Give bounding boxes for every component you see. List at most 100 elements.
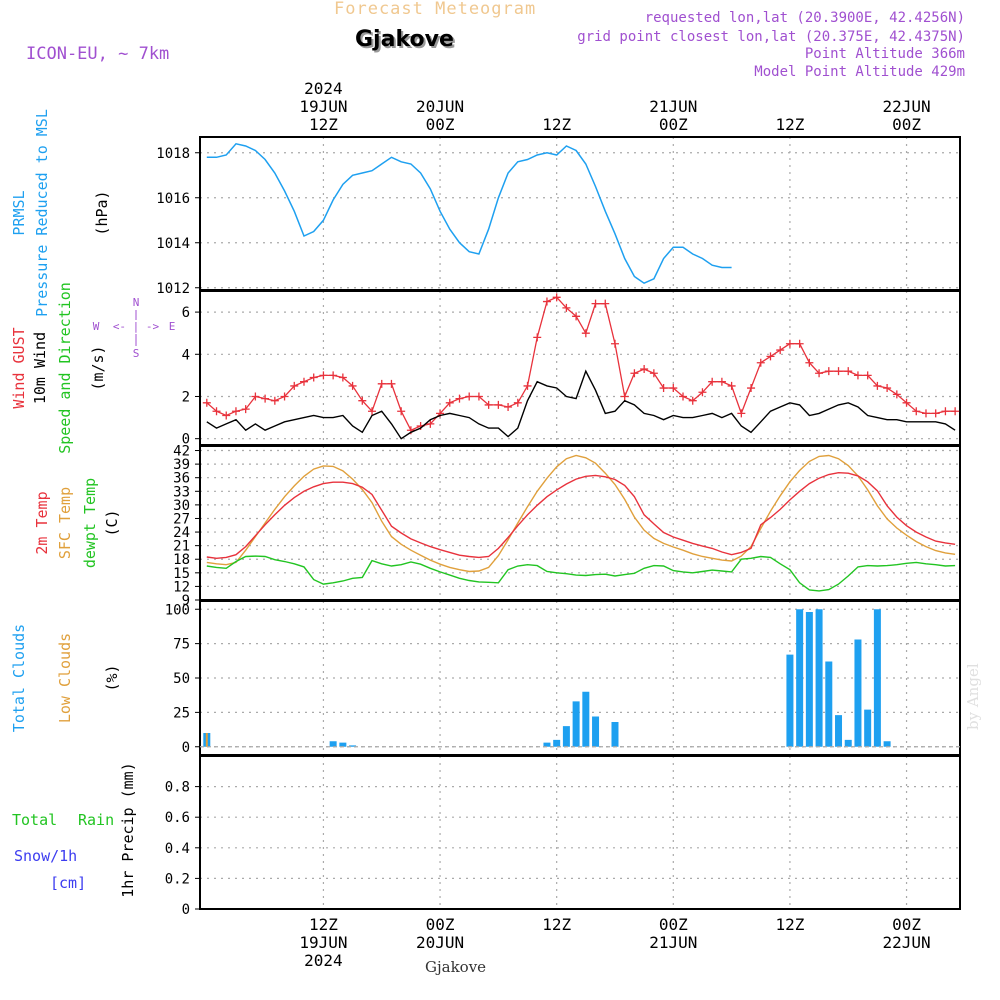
total-cloud-bar [329, 741, 337, 747]
bottom-time-label: 12Z [542, 915, 571, 934]
wind-gust-marker [358, 396, 367, 405]
compass-arrows: <- | -> [113, 320, 160, 333]
wind-gust-marker [951, 407, 960, 416]
requested-coords: requested lon,lat (20.3900E, 42.4256N) [644, 10, 965, 26]
wind-gust-marker [912, 407, 921, 416]
label-pressure-msl: Pressure Reduced to MSL [33, 109, 51, 317]
wind-gust-marker [387, 379, 396, 388]
wind-gust-marker [348, 381, 357, 390]
wind-gust-marker [280, 392, 289, 401]
bottom-time-label: 20JUN [416, 933, 464, 952]
total-cloud-bar [339, 742, 347, 747]
wind-gust-marker [261, 394, 270, 403]
wind-gust-marker [776, 346, 785, 355]
bottom-time-label: 21JUN [649, 933, 697, 952]
total-cloud-bar [873, 609, 881, 747]
wind-gust-marker [212, 407, 221, 416]
label-temp-unit: (C) [103, 509, 121, 536]
wind-gust-marker [562, 303, 571, 312]
sfc-temp-line [206, 454, 956, 573]
wind-gust-marker [844, 367, 853, 376]
wind-gust-marker [640, 365, 649, 374]
wind-gust-marker [747, 384, 756, 393]
wind-gust-marker [737, 409, 746, 418]
wind-gust-marker [426, 419, 435, 428]
label-snow-unit: [cm] [50, 874, 86, 892]
ytick-label-pressure: 1012 [156, 281, 190, 297]
model-label: ICON-EU, ~ 7km [26, 44, 170, 64]
wind-gust-marker [319, 371, 328, 380]
total-cloud-bar [572, 701, 580, 747]
wind-gust-marker [679, 392, 688, 401]
wind-gust-marker [290, 381, 299, 390]
wind-gust-marker [863, 371, 872, 380]
wind-gust-marker [484, 400, 493, 409]
top-time-label: 12Z [309, 115, 338, 134]
wind-gust-marker [445, 398, 454, 407]
wind-gust-marker [785, 339, 794, 348]
bottom-time-label: 00Z [659, 915, 688, 934]
pressure-line [206, 142, 732, 285]
ytick-label-precip: 0.2 [165, 871, 190, 887]
wind-gust-marker [504, 403, 513, 412]
model-altitude: Model Point Altitude 429m [754, 64, 965, 80]
chart-suptitle: Forecast Meteogram [334, 0, 537, 19]
ytick-label-clouds: 100 [165, 602, 190, 618]
wind-gust-marker [552, 293, 561, 302]
wind-gust-marker [941, 407, 950, 416]
wind-gust-marker [795, 339, 804, 348]
wind-gust-marker [902, 398, 911, 407]
wind-gust-marker [824, 367, 833, 376]
bottom-time-label: 00Z [426, 915, 455, 934]
label-wind-gust: Wind GUST [10, 327, 28, 408]
wind-gust-marker [649, 369, 658, 378]
wind-gust-marker [329, 371, 338, 380]
total-cloud-bar [562, 726, 570, 747]
ytick-label-clouds: 75 [173, 637, 190, 653]
ytick-label-wind: 0 [182, 432, 190, 448]
top-time-label: 00Z [426, 115, 455, 134]
wind-gust-line [206, 296, 956, 432]
ytick-label-pressure: 1016 [156, 191, 190, 207]
label-total-rain-a: Total [12, 811, 57, 829]
top-time-label: 22JUN [882, 97, 930, 116]
bottom-time-label: 2024 [304, 951, 343, 970]
ytick-label-temperature: 27 [173, 511, 190, 527]
wind-gust-marker [474, 392, 483, 401]
wind-gust-marker [698, 388, 707, 397]
wind-gust-marker [591, 299, 600, 308]
bottom-time-label: 19JUN [299, 933, 347, 952]
footer-location: Gjakove [425, 958, 487, 976]
ytick-label-temperature: 12 [173, 579, 190, 595]
total-cloud-bar [883, 741, 891, 747]
wind-gust-marker [397, 407, 406, 416]
wind-gust-marker [513, 398, 522, 407]
label-wind-unit: (m/s) [89, 345, 107, 390]
label-dewpt-temp: dewpt Temp [81, 478, 99, 568]
panel-frame-precip [199, 755, 961, 910]
top-time-label: 2024 [304, 79, 343, 98]
ytick-label-temperature: 24 [173, 525, 190, 541]
total-cloud-bar [854, 639, 862, 747]
compass-w: W [93, 320, 100, 333]
total-cloud-bar [582, 691, 590, 747]
wind-gust-marker [931, 409, 940, 418]
ytick-label-temperature: 9 [182, 593, 190, 609]
ytick-label-temperature: 18 [173, 552, 190, 568]
ytick-label-temperature: 21 [173, 539, 190, 555]
wind-speed-line [206, 369, 956, 440]
top-time-label: 00Z [659, 115, 688, 134]
label-speed-direction: Speed and Direction [56, 282, 74, 454]
compass-n: N [133, 296, 140, 309]
dewpt-line [206, 555, 956, 592]
wind-gust-marker [669, 384, 678, 393]
label-2m-temp: 2m Temp [33, 491, 51, 554]
total-cloud-bar [796, 609, 804, 747]
ytick-label-wind: 4 [182, 347, 190, 363]
wind-gust-marker [756, 358, 765, 367]
wind-gust-marker [610, 339, 619, 348]
wind-gust-marker [601, 299, 610, 308]
ytick-label-precip: 0 [182, 902, 190, 918]
temp2m-line [206, 471, 956, 560]
panel-frame-wind [199, 290, 961, 446]
